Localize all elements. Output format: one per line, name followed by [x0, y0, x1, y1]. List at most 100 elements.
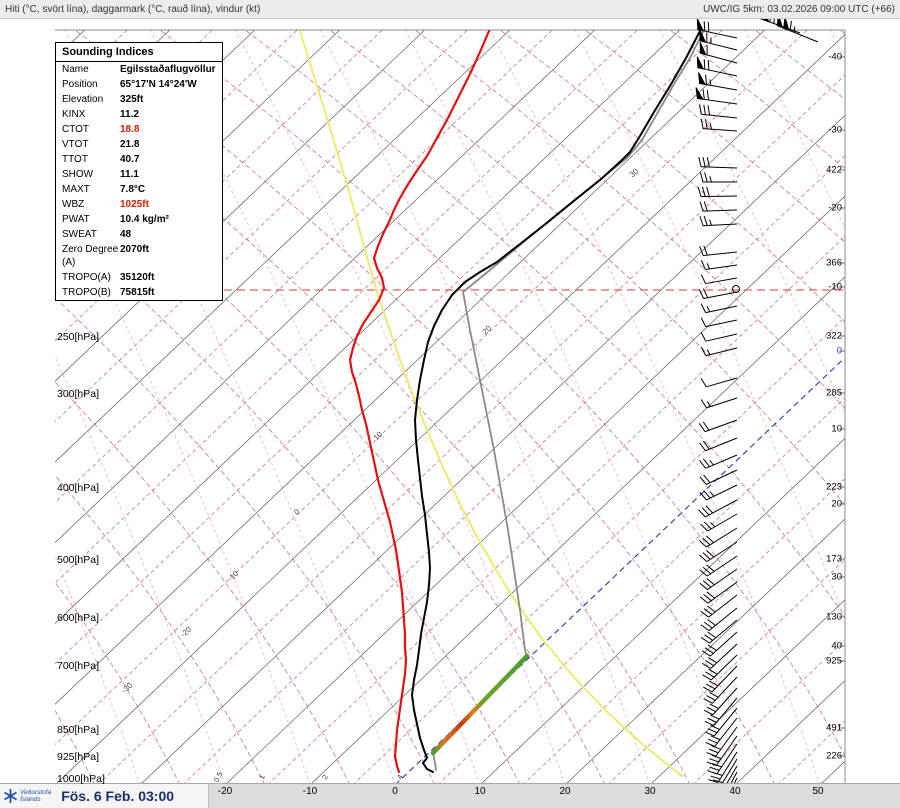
index-row-maxt: MAXT 7.8°C [56, 182, 222, 197]
wind-barb [699, 215, 738, 227]
wind-barb [705, 707, 738, 737]
index-value: 21.8 [120, 139, 140, 150]
grid [55, 30, 845, 785]
wind-barb [699, 41, 738, 64]
wind-barb [706, 726, 738, 757]
index-row-ctot: CTOT 18.8 [56, 122, 222, 137]
parcel-gray-line [432, 31, 704, 771]
index-label: Zero Degree (A) [62, 244, 119, 268]
wind-barb [700, 607, 738, 632]
wind-barb [706, 735, 738, 766]
temperature-line [411, 30, 701, 773]
wind-barb [700, 513, 738, 532]
index-value: 1025ft [120, 199, 149, 210]
wind-barb [708, 751, 738, 784]
wind-barb [699, 245, 738, 257]
highlight-layer-line [430, 653, 530, 756]
yellow-curve-line [299, 30, 683, 777]
wind-barb [703, 665, 738, 693]
wind-barb [699, 484, 738, 501]
footer-date-panel: Veðurstofa Íslands Fös. 6 Feb. 03:00 [0, 784, 209, 808]
wind-barb [697, 186, 738, 198]
snowflake-icon [4, 789, 17, 803]
index-label: TTOT [62, 154, 88, 165]
index-value: 10.4 kg/m² [120, 214, 169, 225]
index-label: CTOT [62, 124, 90, 135]
index-value: 48 [120, 229, 132, 240]
wind-barb [699, 581, 738, 604]
index-label: TROPO(B) [62, 287, 111, 298]
sounding-indices-panel: Sounding Indices Name Egilsstaðaflugvöllu… [55, 42, 223, 301]
index-row-wbz: WBZ 1025ft [56, 197, 222, 212]
index-row-show: SHOW 11.1 [56, 167, 222, 182]
wind-barb [700, 619, 738, 644]
wind-barb [702, 654, 738, 681]
wind-barb [699, 469, 738, 485]
index-value: Egilsstaðaflugvöllur [120, 64, 216, 75]
freezing-level-line [394, 356, 845, 785]
model-run-text: UWC/IG 5km: 03.02.2026 09:00 UTC (+66) [702, 3, 895, 15]
wind-barb [700, 377, 738, 388]
wind-barb [700, 346, 738, 357]
wind-barb [699, 568, 738, 591]
wind-barb [701, 631, 738, 657]
index-row-tropo-a-: TROPO(A) 35120ft [56, 270, 222, 285]
wind-barb [776, 14, 819, 43]
wind-barb [703, 676, 738, 704]
wind-barb [704, 697, 738, 727]
index-row-zero-degree-a-: Zero Degree (A) 2070ft [56, 242, 222, 270]
index-label: Name [62, 64, 89, 75]
index-row-pwat: PWAT 10.4 kg/m² [56, 212, 222, 227]
index-label: Position [62, 79, 98, 90]
index-row-position: Position 65°17'N 14°24'W [56, 77, 222, 92]
index-value: 18.8 [120, 124, 140, 135]
wind-barb [696, 18, 738, 39]
index-label: Elevation [62, 94, 104, 105]
index-value: 7.8°C [120, 184, 146, 195]
valid-time-text: Fös. 6 Feb. 03:00 [61, 788, 175, 804]
wind-barb [698, 72, 738, 91]
dewpoint-line [348, 30, 491, 774]
index-row-sweat: SWEAT 48 [56, 227, 222, 242]
wind-barb [703, 687, 738, 716]
logo-text: Veðurstofa Íslands [20, 789, 52, 803]
wind-barb [698, 499, 738, 518]
wind-barb [700, 397, 738, 409]
wind-barb [701, 643, 738, 669]
indices-rows: Name Egilsstaðaflugvöllur Position 65°17'N … [56, 62, 222, 300]
index-row-name: Name Egilsstaðaflugvöllur [56, 62, 222, 77]
index-row-elevation: Elevation 325ft [56, 92, 222, 107]
wind-barb [700, 303, 738, 314]
indices-title: Sounding Indices [56, 43, 222, 62]
wind-barb [700, 317, 738, 328]
wind-barb [698, 419, 738, 433]
index-label: SHOW [62, 169, 94, 180]
index-row-tropo-b-: TROPO(B) 75815ft [56, 285, 222, 300]
wind-barb [699, 104, 738, 119]
index-label: MAXT [62, 184, 90, 195]
index-value: 65°17'N 14°24'W [120, 79, 197, 90]
index-row-kinx: KINX 11.2 [56, 107, 222, 122]
index-value: 2070ft [120, 244, 149, 255]
index-label: VTOT [62, 139, 89, 150]
wind-barb [699, 201, 738, 212]
index-value: 40.7 [120, 154, 140, 165]
wind-barb [699, 454, 738, 469]
wind-barb [695, 87, 738, 105]
wind-barb [700, 332, 738, 342]
index-label: KINX [62, 109, 86, 120]
wind-barb [698, 527, 738, 548]
wind-barb [700, 260, 738, 270]
wind-barb [707, 743, 738, 775]
wind-barbs [695, 6, 819, 808]
wind-barb [700, 594, 738, 618]
wind-barb [700, 274, 738, 285]
index-row-ttot: TTOT 40.7 [56, 152, 222, 167]
wind-barb [696, 56, 738, 77]
met-office-logo: Veðurstofa Íslands [3, 788, 51, 804]
wind-barb [699, 555, 738, 577]
wind-barb [699, 437, 738, 452]
wind-barb [699, 29, 738, 51]
legend-text: Hiti (°C, svört lína), daggarmark (°C, r… [5, 3, 261, 15]
wind-barb [700, 118, 738, 132]
